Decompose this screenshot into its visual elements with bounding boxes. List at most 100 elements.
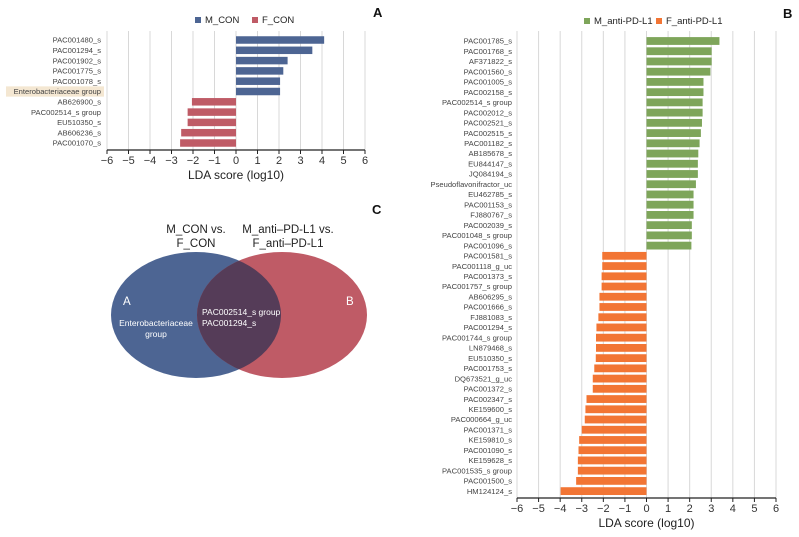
panel-label-c: C — [372, 202, 382, 217]
category-label: PAC000664_g_uc — [451, 415, 512, 424]
tick-label: 0 — [233, 155, 239, 167]
category-label: PAC001371_s — [464, 425, 513, 434]
bar — [181, 128, 236, 137]
x-axis-label: LDA score (log10) — [188, 168, 284, 182]
highlight-band — [6, 86, 104, 97]
legend-swatch — [252, 17, 258, 23]
bar — [577, 456, 647, 465]
tick-label: −2 — [597, 503, 610, 515]
venn-shared-line1: PAC002514_s group — [202, 307, 281, 317]
venn-a-only-line2: group — [145, 329, 167, 339]
category-label: EU462785_s — [468, 190, 512, 199]
category-label: PAC001078_s — [53, 77, 102, 86]
bar — [592, 384, 647, 393]
venn-title-b-line1: M_anti–PD-L1 vs. — [242, 224, 333, 236]
bar — [596, 323, 647, 332]
tick-label: −6 — [511, 503, 524, 515]
bar — [236, 36, 325, 44]
bar — [602, 262, 647, 270]
venn-diagram: M_CON vs. F_CON M_anti–PD-L1 vs. F_anti–… — [111, 224, 367, 378]
tick-label: −1 — [619, 503, 632, 515]
category-label: PAC001372_s — [464, 385, 513, 394]
venn-intersection — [197, 252, 281, 378]
bar — [236, 87, 281, 96]
category-label: FJ880767_s — [470, 211, 512, 220]
bar — [646, 241, 692, 250]
bar — [646, 211, 694, 219]
category-label: PAC001535_s group — [442, 466, 512, 475]
category-label: EU844147_s — [468, 159, 512, 168]
venn-a-only-line1: Enterobacteriaceae — [119, 318, 193, 328]
tick-label: 2 — [687, 503, 693, 515]
category-label: PAC001666_s — [464, 303, 513, 312]
category-label: AB185678_s — [469, 149, 513, 158]
bar — [577, 466, 647, 475]
bar — [594, 364, 647, 373]
category-label: EU510350_s — [57, 118, 101, 127]
category-label: AF371822_s — [469, 57, 512, 66]
bar — [602, 251, 647, 260]
category-label: PAC001775_s — [53, 67, 102, 76]
category-label: PAC001757_s group — [442, 282, 512, 291]
tick-label: 5 — [340, 155, 346, 167]
bar — [585, 405, 647, 414]
bar — [187, 118, 236, 127]
bar — [595, 354, 647, 363]
tick-label: 6 — [362, 155, 368, 167]
bar — [595, 333, 647, 342]
category-label: AB626900_s — [58, 98, 102, 107]
legend-label: F_anti-PD-L1 — [666, 16, 723, 27]
category-label: PAC001096_s — [464, 241, 513, 250]
bar — [646, 149, 699, 158]
bar — [646, 118, 702, 127]
bar — [646, 170, 698, 178]
tick-label: 0 — [643, 503, 649, 515]
bar — [236, 67, 284, 75]
bar — [646, 129, 701, 137]
legend-label: F_CON — [262, 15, 294, 26]
panel-label-a: A — [373, 5, 383, 20]
bar — [599, 303, 647, 311]
category-label: KE159810_s — [469, 436, 513, 445]
bar — [646, 37, 720, 45]
bar — [646, 231, 692, 240]
category-label: DQ673521_g_uc — [455, 374, 513, 383]
category-label: KE159600_s — [469, 405, 513, 414]
legend-swatch — [656, 18, 662, 24]
bar — [598, 313, 647, 322]
category-label: PAC001373_s — [464, 272, 513, 281]
panel-label-b: B — [783, 6, 792, 21]
bar — [595, 344, 647, 352]
venn-label-a: A — [123, 296, 131, 308]
legend-swatch — [195, 17, 201, 23]
category-label: PAC001182_s — [464, 139, 512, 148]
bar — [646, 139, 700, 148]
bar — [236, 56, 288, 65]
bar — [601, 272, 647, 281]
bar — [646, 221, 692, 230]
category-label: AB606236_s — [58, 128, 102, 137]
venn-title-a-line1: M_CON vs. — [166, 224, 225, 236]
tick-label: 2 — [276, 155, 282, 167]
tick-label: 1 — [665, 503, 671, 515]
bar — [646, 180, 696, 189]
category-label: PAC001090_s — [464, 446, 513, 455]
tick-label: 6 — [773, 503, 779, 515]
tick-label: 3 — [297, 155, 303, 167]
bar — [584, 415, 647, 424]
bar — [646, 98, 703, 107]
legend-swatch — [584, 18, 590, 24]
bar — [581, 425, 647, 434]
x-axis-label: LDA score (log10) — [598, 516, 694, 530]
category-label: PAC001753_s — [464, 364, 513, 373]
category-label: PAC002347_s — [464, 395, 513, 404]
bar — [560, 487, 647, 496]
category-label: EU510350_s — [468, 354, 512, 363]
category-label: HM124124_s — [467, 487, 512, 496]
tick-label: −5 — [122, 155, 135, 167]
category-label: PAC002012_s — [464, 108, 513, 117]
category-label: PAC001294_s — [464, 323, 513, 332]
bar — [576, 476, 647, 485]
